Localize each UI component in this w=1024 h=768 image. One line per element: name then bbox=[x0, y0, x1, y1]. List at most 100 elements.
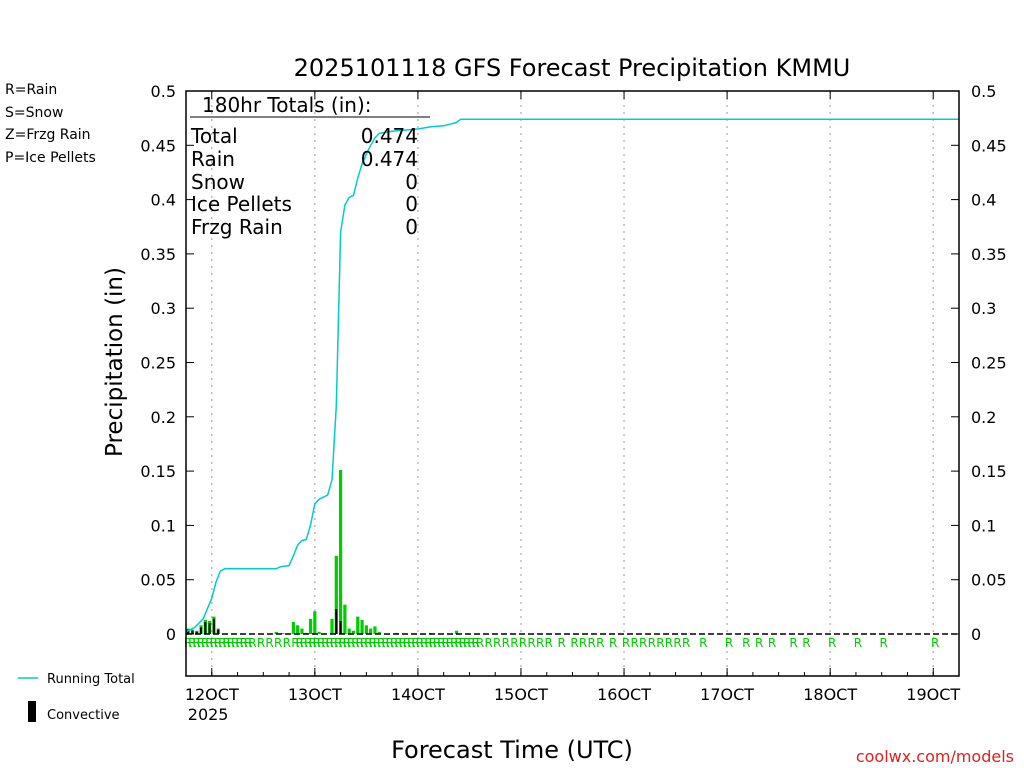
y-tick-label-left: 0.3 bbox=[151, 299, 176, 318]
y-tick-label-right: 0.35 bbox=[971, 245, 1007, 264]
totals-value: 0.474 bbox=[361, 124, 418, 148]
x-tick-label: 14OCT bbox=[391, 685, 445, 704]
y-tick-label-left: 0.1 bbox=[151, 516, 176, 535]
convective-bar bbox=[212, 618, 215, 634]
precip-type-mark: R bbox=[205, 636, 213, 650]
precip-type-mark: R bbox=[184, 636, 192, 650]
precip-type-mark: R bbox=[579, 636, 587, 650]
precip-type-mark: R bbox=[399, 636, 407, 650]
convective-bar bbox=[191, 630, 194, 634]
precip-bar bbox=[351, 630, 356, 634]
precip-type-mark: R bbox=[557, 636, 565, 650]
precip-type-mark: R bbox=[682, 636, 690, 650]
precip-type-mark: R bbox=[476, 636, 484, 650]
precip-type-mark: R bbox=[416, 636, 424, 650]
precip-type-mark: R bbox=[330, 636, 338, 650]
x-tick-label: 15OCT bbox=[494, 685, 548, 704]
precip-type-mark: R bbox=[222, 636, 230, 650]
legend-frzg-rain: Z=Frzg Rain bbox=[5, 127, 91, 143]
precip-type-mark: R bbox=[308, 636, 316, 650]
totals-box: 180hr Totals (in): Total 0.474 Rain 0.47… bbox=[190, 93, 430, 239]
plot-frame bbox=[185, 90, 960, 677]
convective-bars bbox=[187, 609, 342, 634]
precip-type-mark: R bbox=[630, 636, 638, 650]
precip-type-mark: R bbox=[441, 636, 449, 650]
convective-legend-label: Convective bbox=[47, 708, 120, 723]
precip-bar bbox=[281, 632, 285, 634]
precip-bar bbox=[330, 618, 334, 634]
precip-type-mark: R bbox=[609, 636, 617, 650]
running-total-line bbox=[185, 118, 959, 633]
precip-type-mark: R bbox=[321, 636, 329, 650]
precip-type-mark: R bbox=[639, 636, 647, 650]
precip-type-mark: R bbox=[725, 636, 733, 650]
convective-bar bbox=[187, 629, 190, 634]
precip-bar bbox=[343, 604, 347, 634]
precip-type-mark: R bbox=[218, 636, 226, 650]
precip-type-mark: R bbox=[347, 636, 355, 650]
convective-swatch bbox=[28, 701, 36, 722]
totals-label: Total bbox=[190, 124, 238, 148]
precip-bar bbox=[454, 630, 459, 634]
precip-type-mark: R bbox=[699, 636, 707, 650]
precip-type-mark: R bbox=[240, 636, 248, 650]
precip-type-mark: R bbox=[386, 636, 394, 650]
y-axis-label: Precipitation (in) bbox=[102, 267, 128, 457]
precip-type-mark: R bbox=[356, 636, 364, 650]
totals-value: 0 bbox=[405, 192, 418, 216]
precip-type-mark: R bbox=[265, 636, 273, 650]
precip-type-mark: R bbox=[201, 636, 209, 650]
precip-bar bbox=[317, 631, 321, 634]
precip-type-mark: R bbox=[622, 636, 630, 650]
totals-value: 0 bbox=[405, 215, 418, 239]
precip-type-mark: R bbox=[450, 636, 458, 650]
precip-type-mark: R bbox=[188, 636, 196, 650]
precip-type-mark: R bbox=[648, 636, 656, 650]
y-tick-label-left: 0.2 bbox=[151, 408, 176, 427]
x-tick-label: 18OCT bbox=[803, 685, 857, 704]
totals-row-rain: Rain 0.474 bbox=[191, 147, 418, 171]
precip-type-mark: R bbox=[570, 636, 578, 650]
y-tick-label-left: 0.4 bbox=[151, 191, 176, 210]
x-axis-label: Forecast Time (UTC) bbox=[391, 736, 633, 764]
precip-type-mark: R bbox=[214, 636, 222, 650]
precip-type-mark: R bbox=[291, 636, 299, 650]
x-tick-label: 12OCT bbox=[185, 685, 239, 704]
precip-type-mark: R bbox=[197, 636, 205, 650]
precip-type-mark: R bbox=[768, 636, 776, 650]
precip-type-mark: R bbox=[656, 636, 664, 650]
precip-type-mark: R bbox=[463, 636, 471, 650]
precip-type-mark: R bbox=[364, 636, 372, 650]
precip-type-mark: R bbox=[394, 636, 402, 650]
convective-bar bbox=[195, 631, 198, 634]
precip-type-mark: R bbox=[360, 636, 368, 650]
y-tick-label-right: 0.3 bbox=[971, 299, 996, 318]
precip-bar bbox=[291, 622, 295, 634]
precip-type-mark: R bbox=[420, 636, 428, 650]
convective-bar bbox=[204, 622, 207, 634]
precip-type-mark: R bbox=[235, 636, 243, 650]
precip-type-mark: R bbox=[519, 636, 527, 650]
x-tick-label: 16OCT bbox=[597, 685, 651, 704]
precip-type-mark: R bbox=[454, 636, 462, 650]
totals-row-total: Total 0.474 bbox=[190, 124, 418, 148]
precip-type-mark: R bbox=[351, 636, 359, 650]
precip-type-mark: R bbox=[373, 636, 381, 650]
convective-bar bbox=[200, 627, 203, 634]
totals-row-snow: Snow 0 bbox=[191, 170, 418, 194]
y-tick-label-right: 0.1 bbox=[971, 516, 996, 535]
precip-type-mark: R bbox=[274, 636, 282, 650]
y-tick-label-left: 0.15 bbox=[140, 462, 176, 481]
precip-type-mark: R bbox=[227, 636, 235, 650]
precip-type-mark: R bbox=[484, 636, 492, 650]
precip-type-mark: R bbox=[411, 636, 419, 650]
precip-bar bbox=[373, 626, 377, 634]
precip-bar bbox=[300, 628, 304, 634]
precip-type-mark: R bbox=[467, 636, 475, 650]
totals-row-frzg-rain: Frzg Rain 0 bbox=[191, 215, 418, 239]
precip-type-mark: R bbox=[343, 636, 351, 650]
legend-ice-pellets: P=Ice Pellets bbox=[5, 150, 96, 166]
precip-type-mark: R bbox=[334, 636, 342, 650]
y-tick-label-right: 0.4 bbox=[971, 191, 996, 210]
